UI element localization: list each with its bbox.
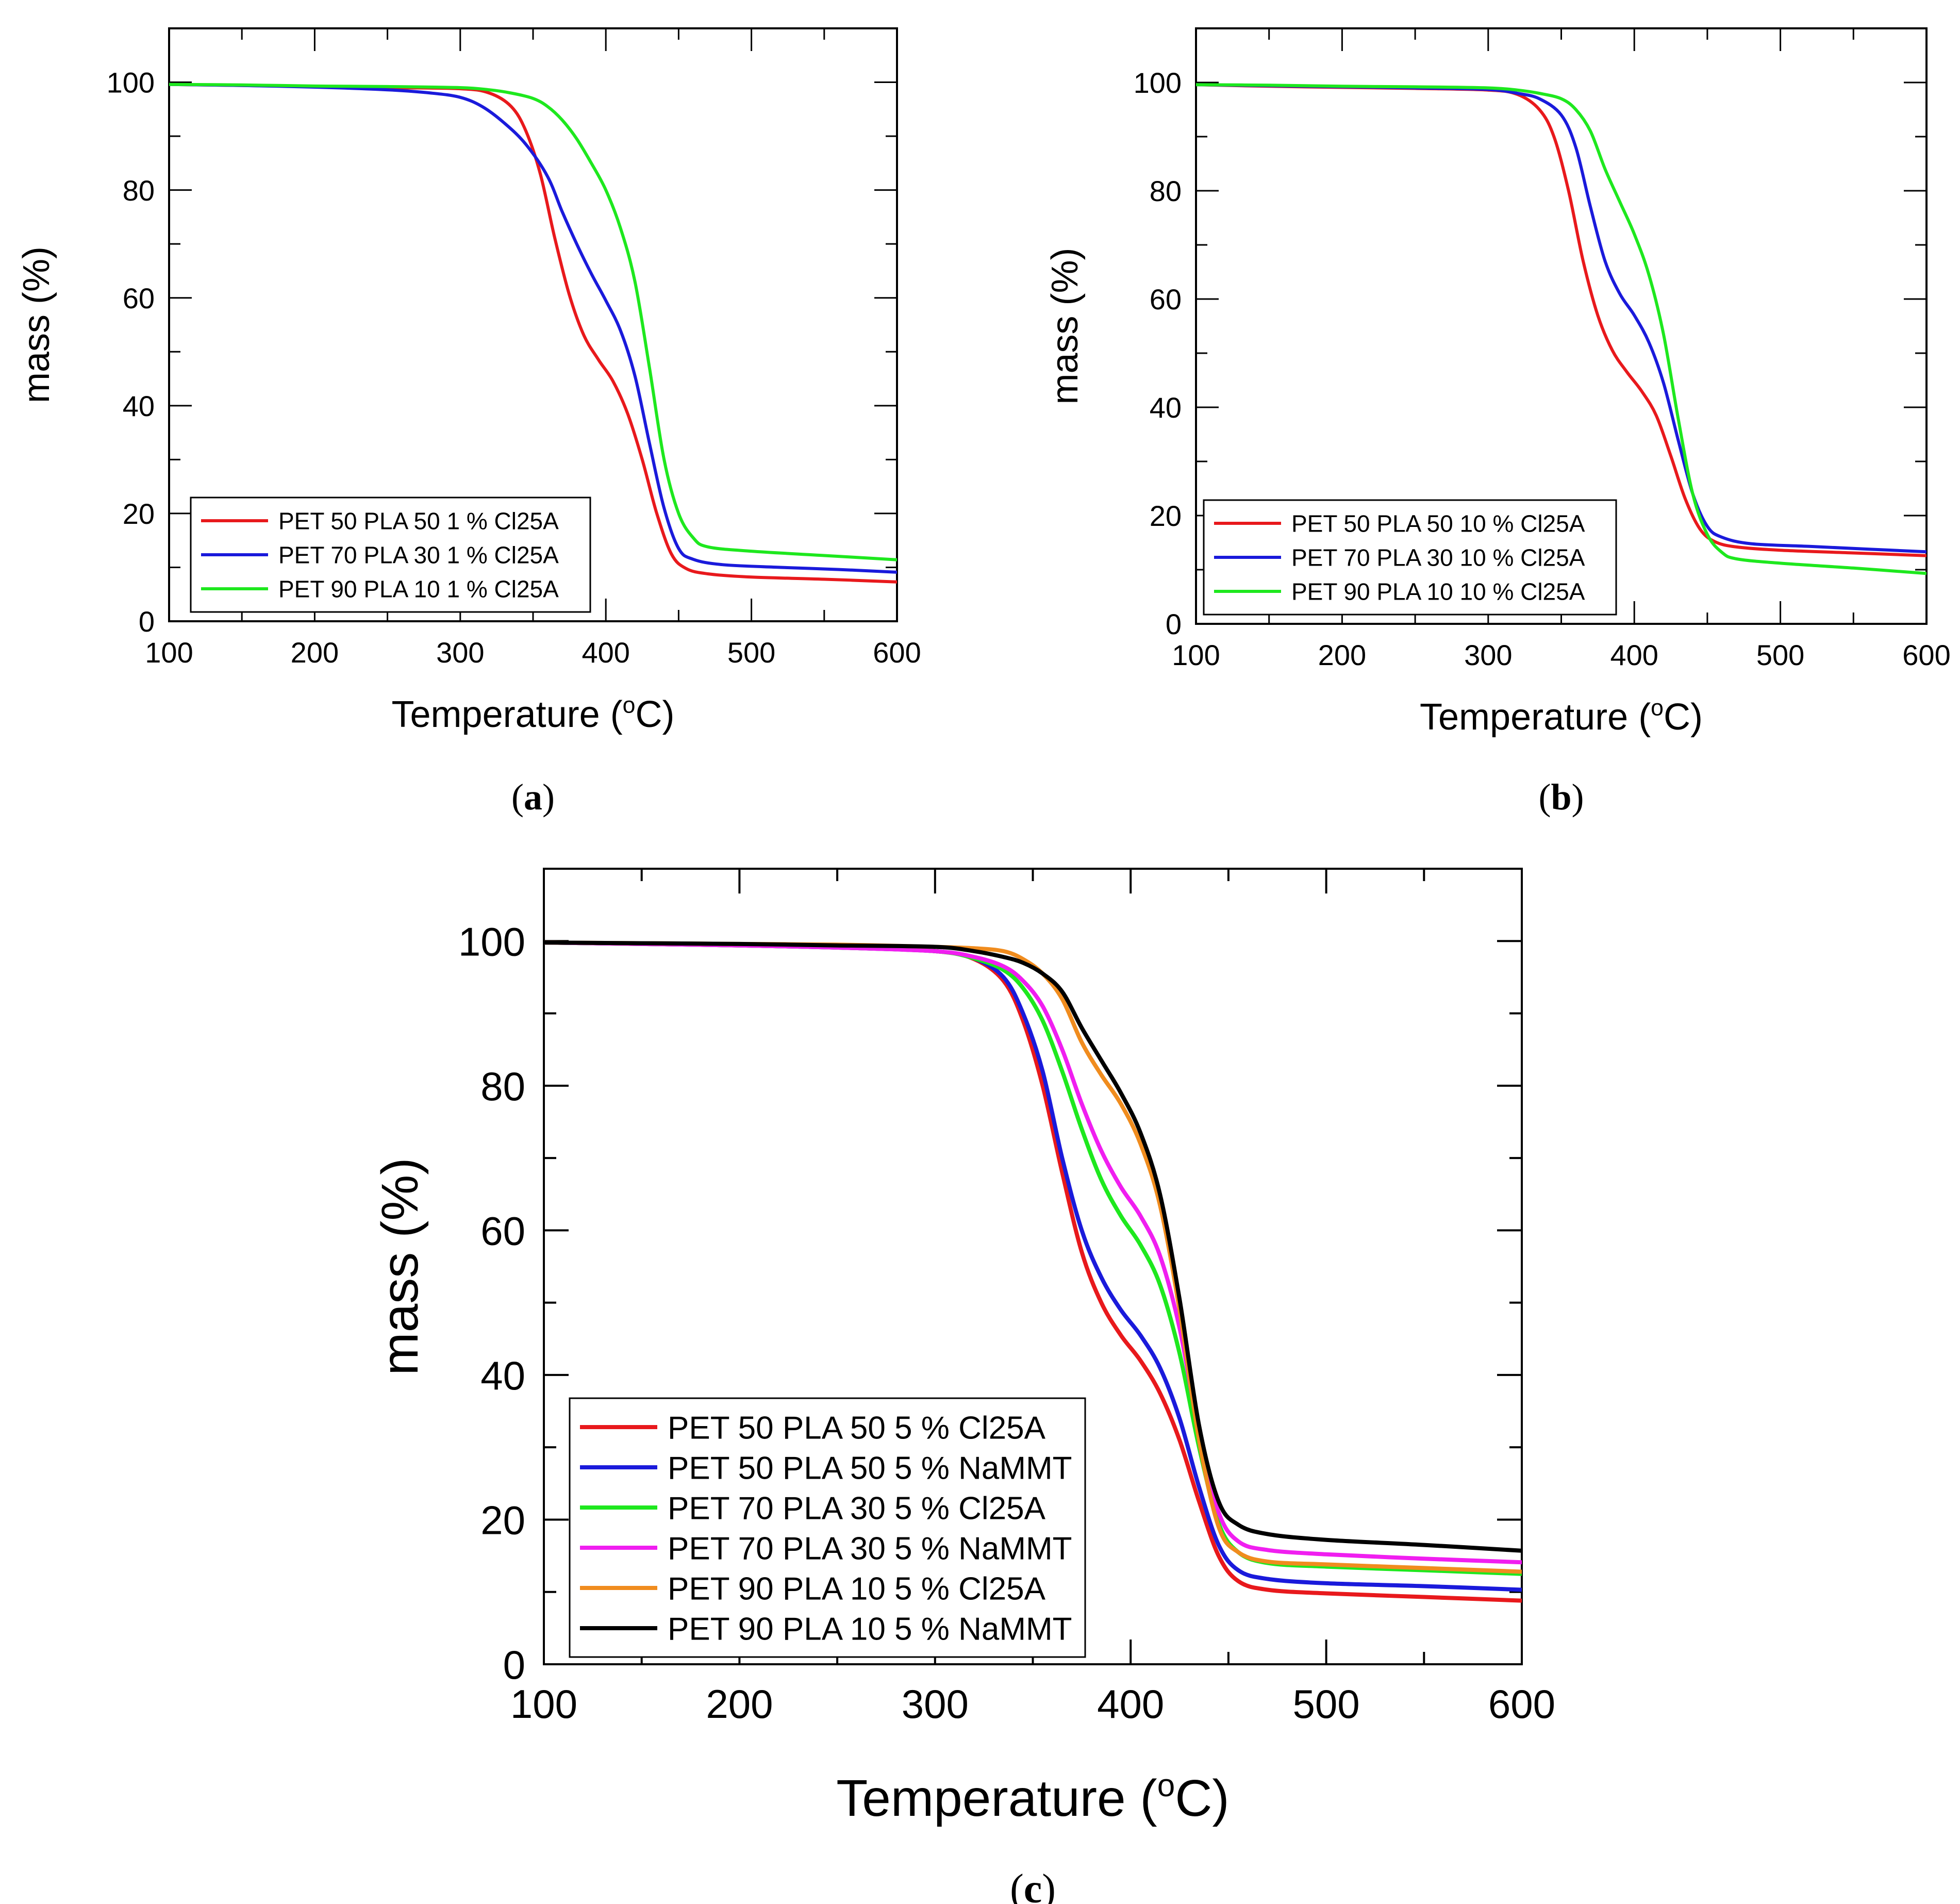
x-tick-label: 500 bbox=[1293, 1681, 1360, 1727]
y-axis-title: mass (%) bbox=[16, 246, 57, 403]
caption-letter: b bbox=[1551, 776, 1571, 818]
x-tick-label: 400 bbox=[582, 636, 629, 669]
series-line bbox=[169, 82, 897, 574]
y-axis-title: mass (%) bbox=[371, 1157, 429, 1375]
y-tick-label: 80 bbox=[1150, 175, 1182, 207]
y-tick-label: 20 bbox=[123, 498, 155, 530]
legend-label: PET 50 PLA 50 1 % Cl25A bbox=[278, 508, 559, 535]
x-axis-title: Temperature (oC) bbox=[392, 693, 675, 735]
x-tick-label: 100 bbox=[145, 636, 193, 669]
caption-close-paren: ) bbox=[1042, 1866, 1056, 1904]
x-tick-label: 200 bbox=[1318, 639, 1366, 671]
legend-label: PET 70 PLA 30 5 % Cl25A bbox=[668, 1491, 1046, 1526]
y-tick-label: 40 bbox=[1150, 391, 1182, 424]
y-tick-label: 100 bbox=[458, 919, 525, 964]
y-tick-label: 0 bbox=[139, 605, 155, 638]
y-axis-title: mass (%) bbox=[1044, 248, 1086, 405]
x-tick-label: 500 bbox=[1756, 639, 1804, 671]
x-tick-label: 500 bbox=[727, 636, 775, 669]
y-tick-label: 80 bbox=[123, 174, 155, 207]
x-axis-title-unit: C) bbox=[636, 694, 675, 735]
y-tick-label: 60 bbox=[123, 282, 155, 314]
y-tick-label: 60 bbox=[480, 1208, 525, 1253]
y-tick-label: 40 bbox=[480, 1353, 525, 1398]
x-tick-label: 600 bbox=[873, 636, 921, 669]
legend-label: PET 70 PLA 30 10 % Cl25A bbox=[1291, 544, 1585, 571]
panel-b: 100 200 300 400 500 600 0 20 40 60 80 100 PET 50 PLA… bbox=[1044, 27, 1951, 818]
caption-open-paren: ( bbox=[1010, 1866, 1024, 1904]
x-tick-label: 200 bbox=[706, 1681, 773, 1727]
x-tick-label: 200 bbox=[291, 636, 339, 669]
series-line bbox=[169, 82, 897, 561]
x-axis-title-unit: C) bbox=[1664, 697, 1703, 738]
x-tick-label: 300 bbox=[902, 1681, 969, 1727]
legend-label: PET 90 PLA 10 5 % NaMMT bbox=[668, 1611, 1072, 1647]
panel-a: 100 200 300 400 500 600 0 20 40 60 80 100 PET 50 PLA… bbox=[16, 27, 921, 818]
caption-close-paren: ) bbox=[542, 776, 555, 818]
y-tick-label: 20 bbox=[480, 1498, 525, 1543]
y-tick-label: 40 bbox=[123, 390, 155, 422]
y-tick-label: 20 bbox=[1150, 500, 1182, 532]
x-axis-title-text: Temperature ( bbox=[1420, 697, 1651, 738]
legend-label: PET 90 PLA 10 1 % Cl25A bbox=[278, 576, 559, 603]
x-axis-title-degree: o bbox=[1651, 696, 1664, 721]
series-line bbox=[1196, 83, 1926, 554]
y-tick-label: 80 bbox=[480, 1064, 525, 1109]
panel-caption: (a) bbox=[511, 776, 555, 818]
series-line bbox=[544, 940, 1522, 1553]
caption-letter: a bbox=[524, 776, 542, 818]
x-tick-label: 300 bbox=[436, 636, 484, 669]
x-axis-title: Temperature (oC) bbox=[1420, 696, 1703, 738]
legend-label: PET 70 PLA 30 1 % Cl25A bbox=[278, 542, 559, 569]
y-tick-label: 100 bbox=[107, 67, 155, 99]
legend-label: PET 90 PLA 10 5 % Cl25A bbox=[668, 1571, 1046, 1607]
panel-caption: (b) bbox=[1538, 776, 1584, 818]
x-tick-label: 400 bbox=[1610, 639, 1658, 671]
series-line bbox=[1196, 83, 1926, 557]
x-axis-title-degree: o bbox=[623, 693, 636, 718]
legend-label: PET 50 PLA 50 5 % Cl25A bbox=[668, 1410, 1046, 1446]
legend-label: PET 70 PLA 30 5 % NaMMT bbox=[668, 1531, 1072, 1566]
x-tick-label: 400 bbox=[1097, 1681, 1164, 1727]
legend-label: PET 50 PLA 50 10 % Cl25A bbox=[1291, 510, 1585, 537]
legend-label: PET 50 PLA 50 5 % NaMMT bbox=[668, 1450, 1072, 1486]
x-axis-title-unit: C) bbox=[1175, 1769, 1230, 1827]
x-axis-title-text: Temperature ( bbox=[392, 694, 623, 735]
y-tick-label: 0 bbox=[1166, 608, 1182, 640]
y-tick-label: 60 bbox=[1150, 283, 1182, 316]
series-line bbox=[1196, 83, 1926, 575]
legend-box bbox=[569, 1397, 1086, 1658]
y-tick-label: 100 bbox=[1134, 67, 1182, 99]
x-tick-label: 300 bbox=[1464, 639, 1512, 671]
x-axis-title: Temperature (oC) bbox=[836, 1768, 1229, 1827]
legend-label: PET 90 PLA 10 10 % Cl25A bbox=[1291, 578, 1585, 605]
x-axis-title-text: Temperature ( bbox=[836, 1769, 1157, 1827]
x-tick-label: 600 bbox=[1488, 1681, 1555, 1727]
caption-close-paren: ) bbox=[1572, 776, 1584, 818]
x-tick-label: 100 bbox=[1172, 639, 1220, 671]
caption-open-paren: ( bbox=[511, 776, 524, 818]
x-axis-title-degree: o bbox=[1157, 1768, 1175, 1803]
caption-open-paren: ( bbox=[1538, 776, 1551, 818]
x-tick-label: 600 bbox=[1902, 639, 1950, 671]
x-tick-label: 100 bbox=[510, 1681, 577, 1727]
caption-letter: c bbox=[1024, 1866, 1042, 1904]
panel-caption: (c) bbox=[1010, 1866, 1056, 1904]
series-line bbox=[544, 940, 1522, 1565]
y-tick-label: 0 bbox=[503, 1642, 525, 1687]
panel-c: 100 200 300 400 500 600 0 20 40 60 80 100 PET 50 PLA… bbox=[371, 868, 1555, 1904]
